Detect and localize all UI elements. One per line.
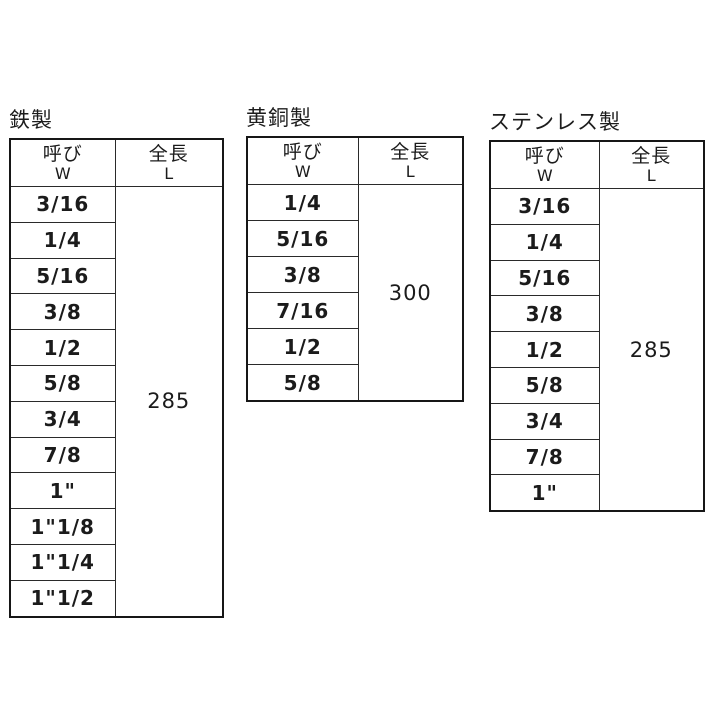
table-row: 1" (489, 474, 704, 512)
table-row: 3/8 (489, 295, 704, 333)
nominal-size-cell: 3/8 (489, 295, 600, 333)
col-header-length: 全長 L (114, 138, 224, 187)
nominal-size-cell: 5/16 (489, 259, 600, 297)
table-row: 5/8 (489, 366, 704, 404)
table-row: 3/16 285 (489, 188, 705, 512)
table-row: 1/2 (9, 329, 223, 366)
table-title-brass: 黄銅製 (246, 106, 312, 130)
total-length-cell: 300 (357, 184, 464, 402)
table-row: 5/16 (9, 257, 223, 295)
nominal-size-cell: 3/8 (246, 256, 359, 293)
nominal-size-cell: 1"1/2 (9, 579, 116, 618)
table-row: 5/16 (246, 220, 463, 257)
nominal-size-cell: 3/16 (489, 188, 600, 225)
table-row: 1" (9, 472, 223, 510)
col-header-nominal: 呼び W (246, 136, 359, 185)
nominal-size-cell: 7/8 (9, 436, 116, 474)
table-row: 3/4 (489, 402, 704, 440)
nominal-size-cell: 3/4 (489, 402, 600, 440)
length-symbol: L (164, 164, 174, 183)
nominal-size-cell: 1" (489, 474, 600, 512)
col-header-nominal: 呼び W (489, 140, 600, 189)
nominal-size-cell: 7/8 (489, 438, 600, 476)
nominal-size-cell: 3/16 (9, 186, 116, 223)
spec-table-stainless: 呼び W 全長 L 3/16 285 1/4 5/16 3/8 1/2 5/8 3/4 7/8 1… (489, 140, 705, 513)
total-length-cell: 285 (598, 188, 705, 512)
nominal-size-cell: 1/2 (246, 328, 359, 365)
table-row: 1"1/2 (9, 579, 223, 618)
header-row: 呼び W 全長 L (489, 140, 705, 189)
spec-table-iron: 呼び W 全長 L 3/16 285 1/4 5/16 3/8 1/2 5/8 3/4 7/8 1… (9, 138, 224, 618)
table-row: 7/8 (489, 438, 704, 476)
table-row: 1/4 300 (246, 184, 464, 402)
col-header-nominal: 呼び W (9, 138, 116, 187)
nominal-label: 呼び (42, 143, 83, 165)
nominal-size-cell: 1"1/8 (9, 508, 116, 545)
length-label: 全長 (390, 141, 431, 163)
nominal-size-cell: 3/8 (9, 293, 116, 331)
table-row: 5/16 (489, 259, 704, 297)
nominal-size-cell: 7/16 (246, 292, 359, 329)
table-row: 3/4 (9, 400, 223, 438)
length-symbol: L (646, 166, 656, 185)
table-block-stainless: ステンレス製 呼び W 全長 L 3/16 285 1/4 5/16 3/8 1/2 5/8… (489, 110, 705, 513)
nominal-size-cell: 1" (9, 472, 116, 510)
length-label: 全長 (148, 143, 189, 165)
nominal-size-cell: 1/2 (9, 329, 116, 366)
nominal-size-cell: 1/4 (9, 221, 116, 259)
nominal-size-cell: 5/8 (246, 364, 359, 402)
nominal-size-cell: 3/4 (9, 400, 116, 438)
total-length-cell: 285 (114, 185, 224, 618)
table-row: 1"1/8 (9, 508, 223, 545)
table-row: 1/2 (489, 331, 704, 368)
nominal-size-cell: 1/2 (489, 331, 600, 368)
table-row: 7/8 (9, 436, 223, 474)
nominal-size-cell: 5/16 (246, 220, 359, 257)
table-title-iron: 鉄製 (9, 108, 53, 132)
header-row: 呼び W 全長 L (246, 136, 464, 185)
spec-table-brass: 呼び W 全長 L 1/4 300 5/16 3/8 7/16 1/2 5/8 (246, 136, 464, 402)
header-row: 呼び W 全長 L (9, 138, 224, 187)
col-header-length: 全長 L (598, 140, 705, 189)
table-block-iron: 鉄製 呼び W 全長 L 3/16 285 1/4 5/16 3/8 1/2 5/8 3/4 7… (9, 108, 224, 618)
table-row: 7/16 (246, 292, 463, 329)
table-row: 1/4 (9, 221, 223, 259)
nominal-symbol: W (54, 164, 71, 183)
nominal-size-cell: 5/16 (9, 257, 116, 295)
table-row: 1"1/4 (9, 543, 223, 581)
nominal-size-cell: 5/8 (9, 364, 116, 402)
nominal-label: 呼び (282, 141, 323, 163)
col-header-length: 全長 L (357, 136, 464, 185)
nominal-symbol: W (536, 166, 553, 185)
table-row: 5/8 (246, 364, 463, 402)
table-row: 1/2 (246, 328, 463, 365)
nominal-label: 呼び (524, 145, 565, 167)
nominal-symbol: W (294, 162, 311, 181)
nominal-size-cell: 1/4 (246, 184, 359, 221)
table-block-brass: 黄銅製 呼び W 全長 L 1/4 300 5/16 3/8 7/16 1/2 5/8 (246, 106, 464, 402)
table-row: 3/8 (246, 256, 463, 293)
table-row: 3/16 285 (9, 185, 224, 618)
length-label: 全長 (631, 145, 672, 167)
length-symbol: L (405, 162, 415, 181)
nominal-size-cell: 5/8 (489, 366, 600, 404)
table-title-stainless: ステンレス製 (489, 110, 621, 134)
nominal-size-cell: 1"1/4 (9, 543, 116, 581)
nominal-size-cell: 1/4 (489, 223, 600, 261)
table-row: 5/8 (9, 364, 223, 402)
